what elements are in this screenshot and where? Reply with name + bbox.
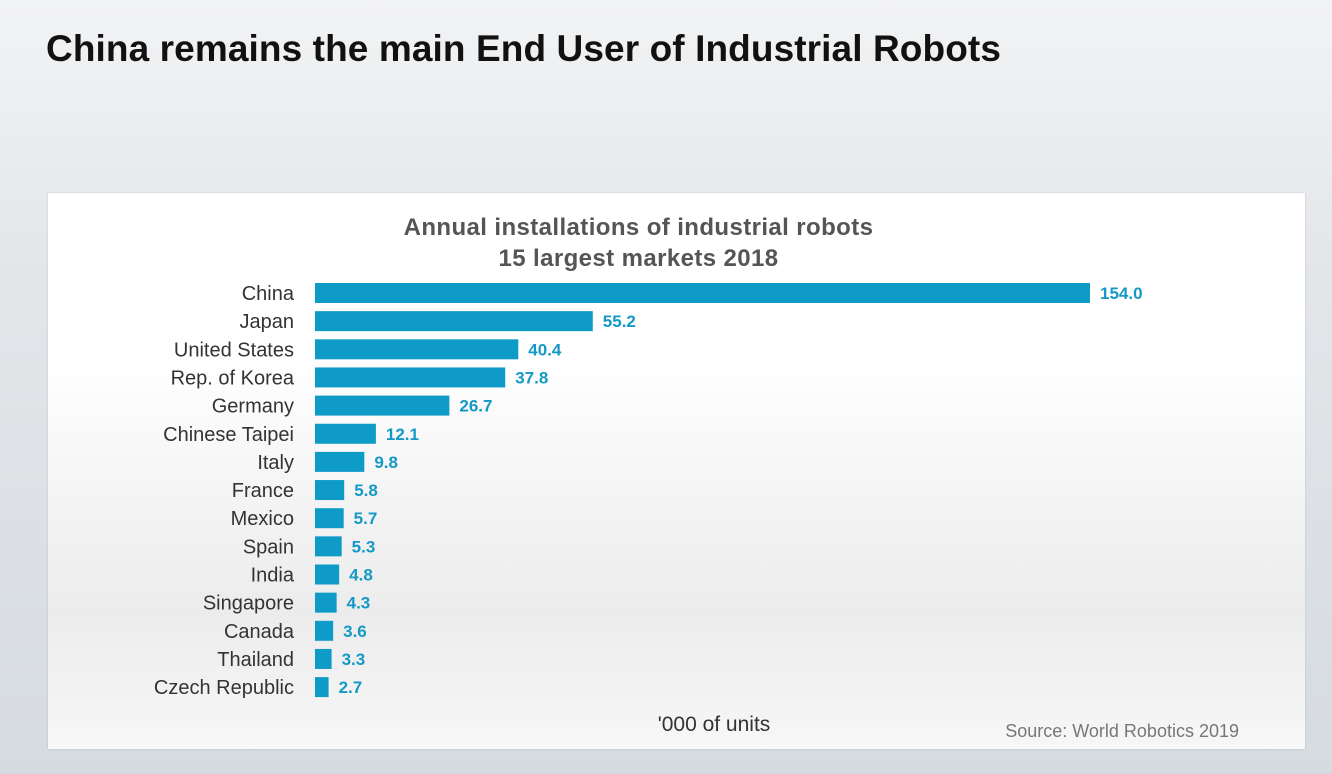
value-label: 5.3 <box>352 537 376 556</box>
category-label: Chinese Taipei <box>163 424 294 446</box>
bar <box>315 508 344 529</box>
source-note: Source: World Robotics 2019 <box>1005 721 1239 741</box>
slide-title: China remains the main End User of Indus… <box>46 28 1002 69</box>
bar <box>315 283 1090 303</box>
bar <box>315 648 332 669</box>
bar <box>315 311 593 332</box>
bar <box>315 423 376 444</box>
value-label: 5.8 <box>354 481 378 500</box>
bar <box>315 339 519 360</box>
category-label: Czech Republic <box>154 677 294 699</box>
chart-title: Annual installations of industrial robot… <box>403 214 874 241</box>
bar <box>315 564 340 585</box>
value-label: 154.0 <box>1100 284 1143 303</box>
category-label: Canada <box>224 621 295 643</box>
value-label: 26.7 <box>459 397 492 416</box>
x-axis-label: '000 of units <box>657 713 771 736</box>
value-label: 4.3 <box>347 594 371 613</box>
chart-subtitle: 15 largest markets 2018 <box>498 245 779 272</box>
category-label: Thailand <box>217 649 294 671</box>
bar <box>315 480 345 501</box>
value-label: 12.1 <box>386 425 419 444</box>
category-label: Italy <box>257 452 294 474</box>
value-label: 3.3 <box>342 650 366 669</box>
value-label: 37.8 <box>515 368 548 387</box>
bar <box>315 592 337 613</box>
category-label: India <box>251 565 295 587</box>
category-label: Spain <box>243 536 294 558</box>
category-label: China <box>242 283 295 305</box>
bar <box>315 536 342 557</box>
value-label: 40.4 <box>528 340 562 359</box>
bar-chart: China 154.0 Japan 55.2 United States 40.4 Rep.… <box>154 283 1143 699</box>
category-label: Japan <box>240 311 295 333</box>
value-label: 9.8 <box>374 453 398 472</box>
bar <box>315 677 329 698</box>
category-label: Rep. of Korea <box>171 367 295 389</box>
bar <box>315 451 365 472</box>
category-label: United States <box>174 339 294 361</box>
bar <box>315 620 334 641</box>
bar <box>315 367 506 388</box>
value-label: 5.7 <box>354 509 378 528</box>
value-label: 4.8 <box>349 566 373 585</box>
bar <box>315 395 450 416</box>
category-label: France <box>232 480 294 502</box>
category-label: Mexico <box>231 508 294 530</box>
value-label: 55.2 <box>603 312 636 331</box>
value-label: 3.6 <box>343 622 367 641</box>
category-label: Germany <box>212 396 294 418</box>
category-label: Singapore <box>203 593 294 615</box>
chart-panel: Annual installations of industrial robot… <box>48 193 1305 749</box>
value-label: 2.7 <box>339 678 363 697</box>
